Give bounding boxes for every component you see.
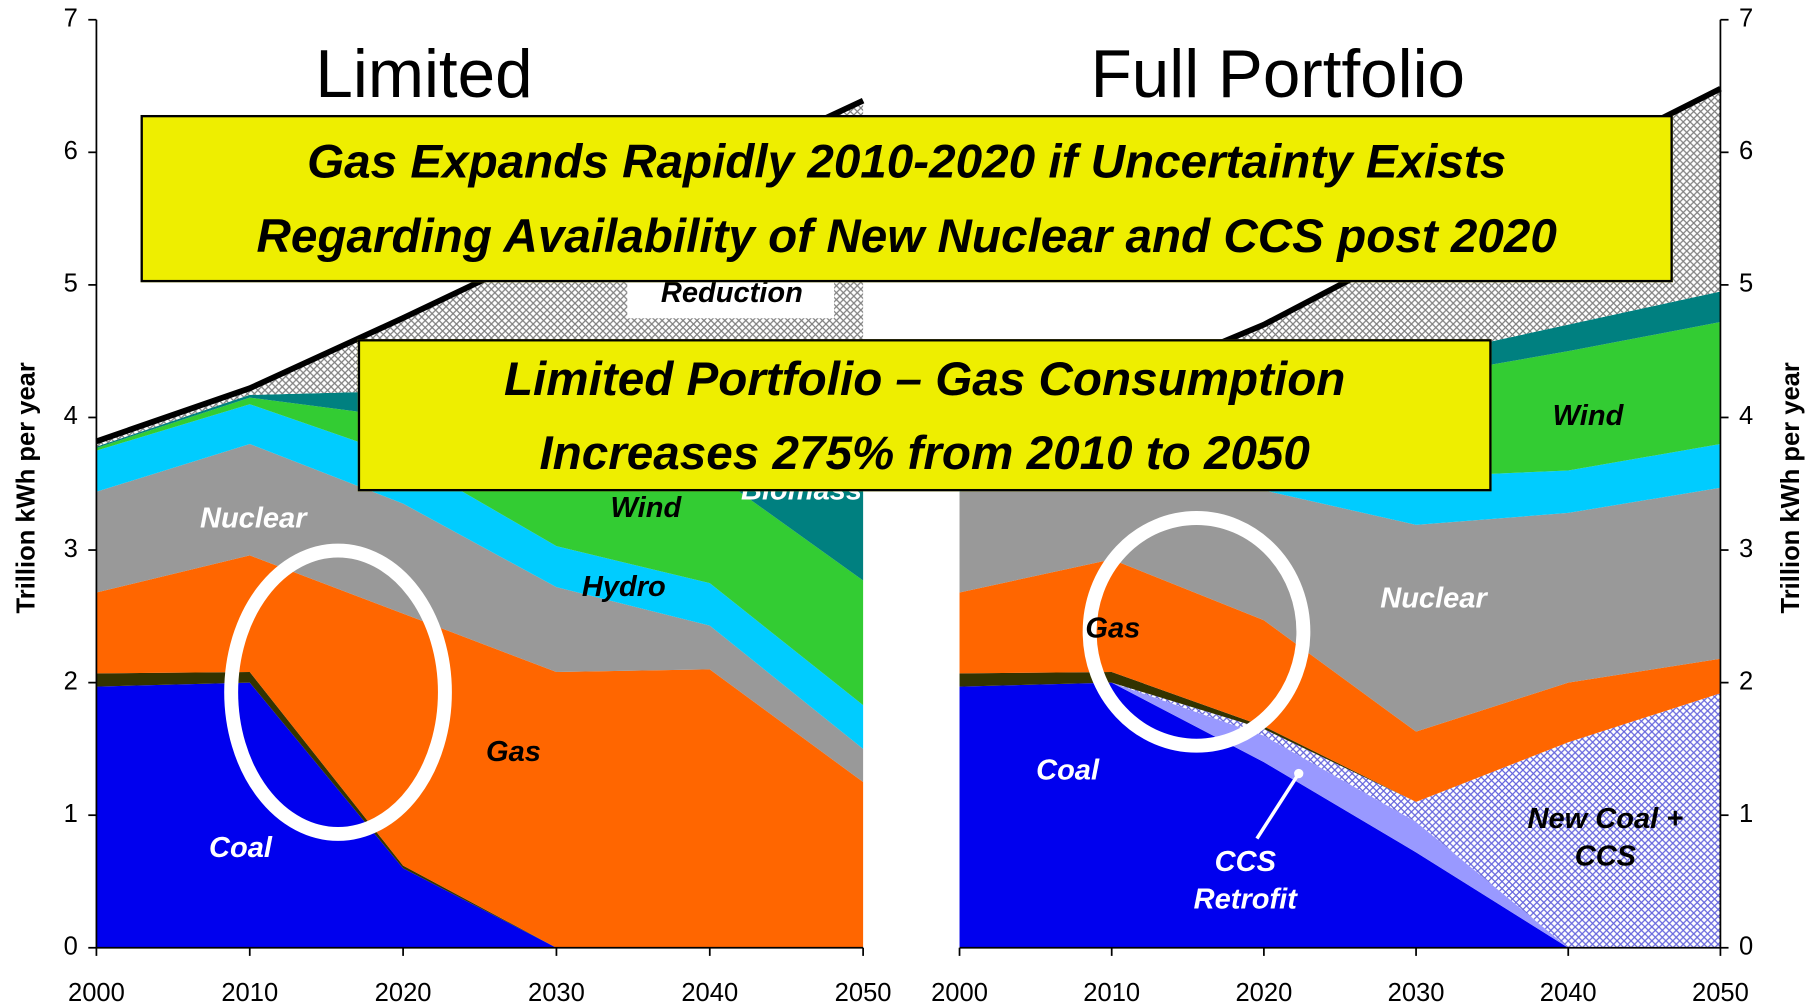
callout-line: Gas Expands Rapidly 2010-2020 if Uncerta… xyxy=(307,134,1507,189)
y-tick-label: 1 xyxy=(64,800,78,828)
area xyxy=(96,682,864,948)
area-label: Gas xyxy=(485,735,541,768)
area-label: Coal xyxy=(1036,753,1100,787)
area xyxy=(96,404,864,749)
area xyxy=(959,443,1721,732)
area-label: Wind xyxy=(610,491,682,524)
area xyxy=(959,559,1721,802)
x-tick-label: 2010 xyxy=(1083,979,1140,1007)
area-label: Wind xyxy=(1552,399,1624,433)
y-axis-title: Trillion kWh per year xyxy=(1777,362,1805,613)
y-tick-label: 5 xyxy=(64,270,78,298)
area xyxy=(959,682,1721,948)
highlight-ring xyxy=(224,543,452,841)
y-tick-label: 0 xyxy=(1739,933,1753,961)
y-tick-label: 2 xyxy=(1739,667,1753,695)
callout-line: Regarding Availability of New Nuclear an… xyxy=(256,209,1557,263)
y-tick-label: 3 xyxy=(1739,535,1753,563)
x-tick-label: 2030 xyxy=(1388,979,1445,1007)
y-tick-label: 5 xyxy=(1739,270,1753,298)
x-tick-label: 2040 xyxy=(1540,979,1597,1007)
y-tick-label: 2 xyxy=(64,667,78,695)
y-axis-title: Trillion kWh per year xyxy=(13,362,41,613)
chart-title: Limited xyxy=(315,37,532,112)
area xyxy=(959,682,1721,948)
x-tick-label: 2000 xyxy=(931,979,988,1007)
area xyxy=(96,555,864,948)
area-label: Hydro xyxy=(581,570,666,603)
area xyxy=(96,443,864,783)
area-label: CCS Retrofit xyxy=(1193,845,1297,916)
y-tick-label: 1 xyxy=(1739,800,1753,828)
area-label: New Coal + CCS xyxy=(1527,802,1684,873)
area-label: Nuclear xyxy=(199,501,307,535)
callout: Limited Portfolio – Gas Consumption Incre… xyxy=(357,339,1492,492)
callout-line: Increases 275% from 2010 to 2050 xyxy=(539,425,1310,480)
x-tick-label: 2030 xyxy=(528,979,585,1007)
y-tick-label: 0 xyxy=(64,933,78,961)
area-label: Nuclear xyxy=(1380,581,1487,615)
callout: Gas Expands Rapidly 2010-2020 if Uncerta… xyxy=(140,114,1673,283)
y-tick-label: 4 xyxy=(1739,402,1753,430)
chart-title: Full Portfolio xyxy=(1091,37,1465,112)
y-tick-label: 7 xyxy=(1739,4,1753,32)
highlight-ring xyxy=(1082,511,1311,753)
y-tick-label: 3 xyxy=(64,535,78,563)
y-tick-label: 6 xyxy=(64,137,78,165)
x-tick-label: 2020 xyxy=(375,979,432,1007)
x-tick-label: 2050 xyxy=(835,979,892,1007)
x-tick-label: 2010 xyxy=(221,979,278,1007)
pointer xyxy=(1255,772,1301,840)
area-label: Coal xyxy=(208,831,272,865)
y-tick-label: 7 xyxy=(64,4,78,32)
x-tick-label: 2050 xyxy=(1692,979,1749,1007)
y-tick-label: 6 xyxy=(1739,137,1753,165)
callout-line: Limited Portfolio – Gas Consumption xyxy=(503,351,1346,405)
pointer-dot xyxy=(1294,768,1304,779)
y-tick-label: 4 xyxy=(64,402,78,430)
area-label: Gas xyxy=(1085,612,1141,645)
x-tick-label: 2000 xyxy=(68,979,125,1007)
x-tick-label: 2020 xyxy=(1235,979,1292,1007)
x-tick-label: 2040 xyxy=(681,979,738,1007)
